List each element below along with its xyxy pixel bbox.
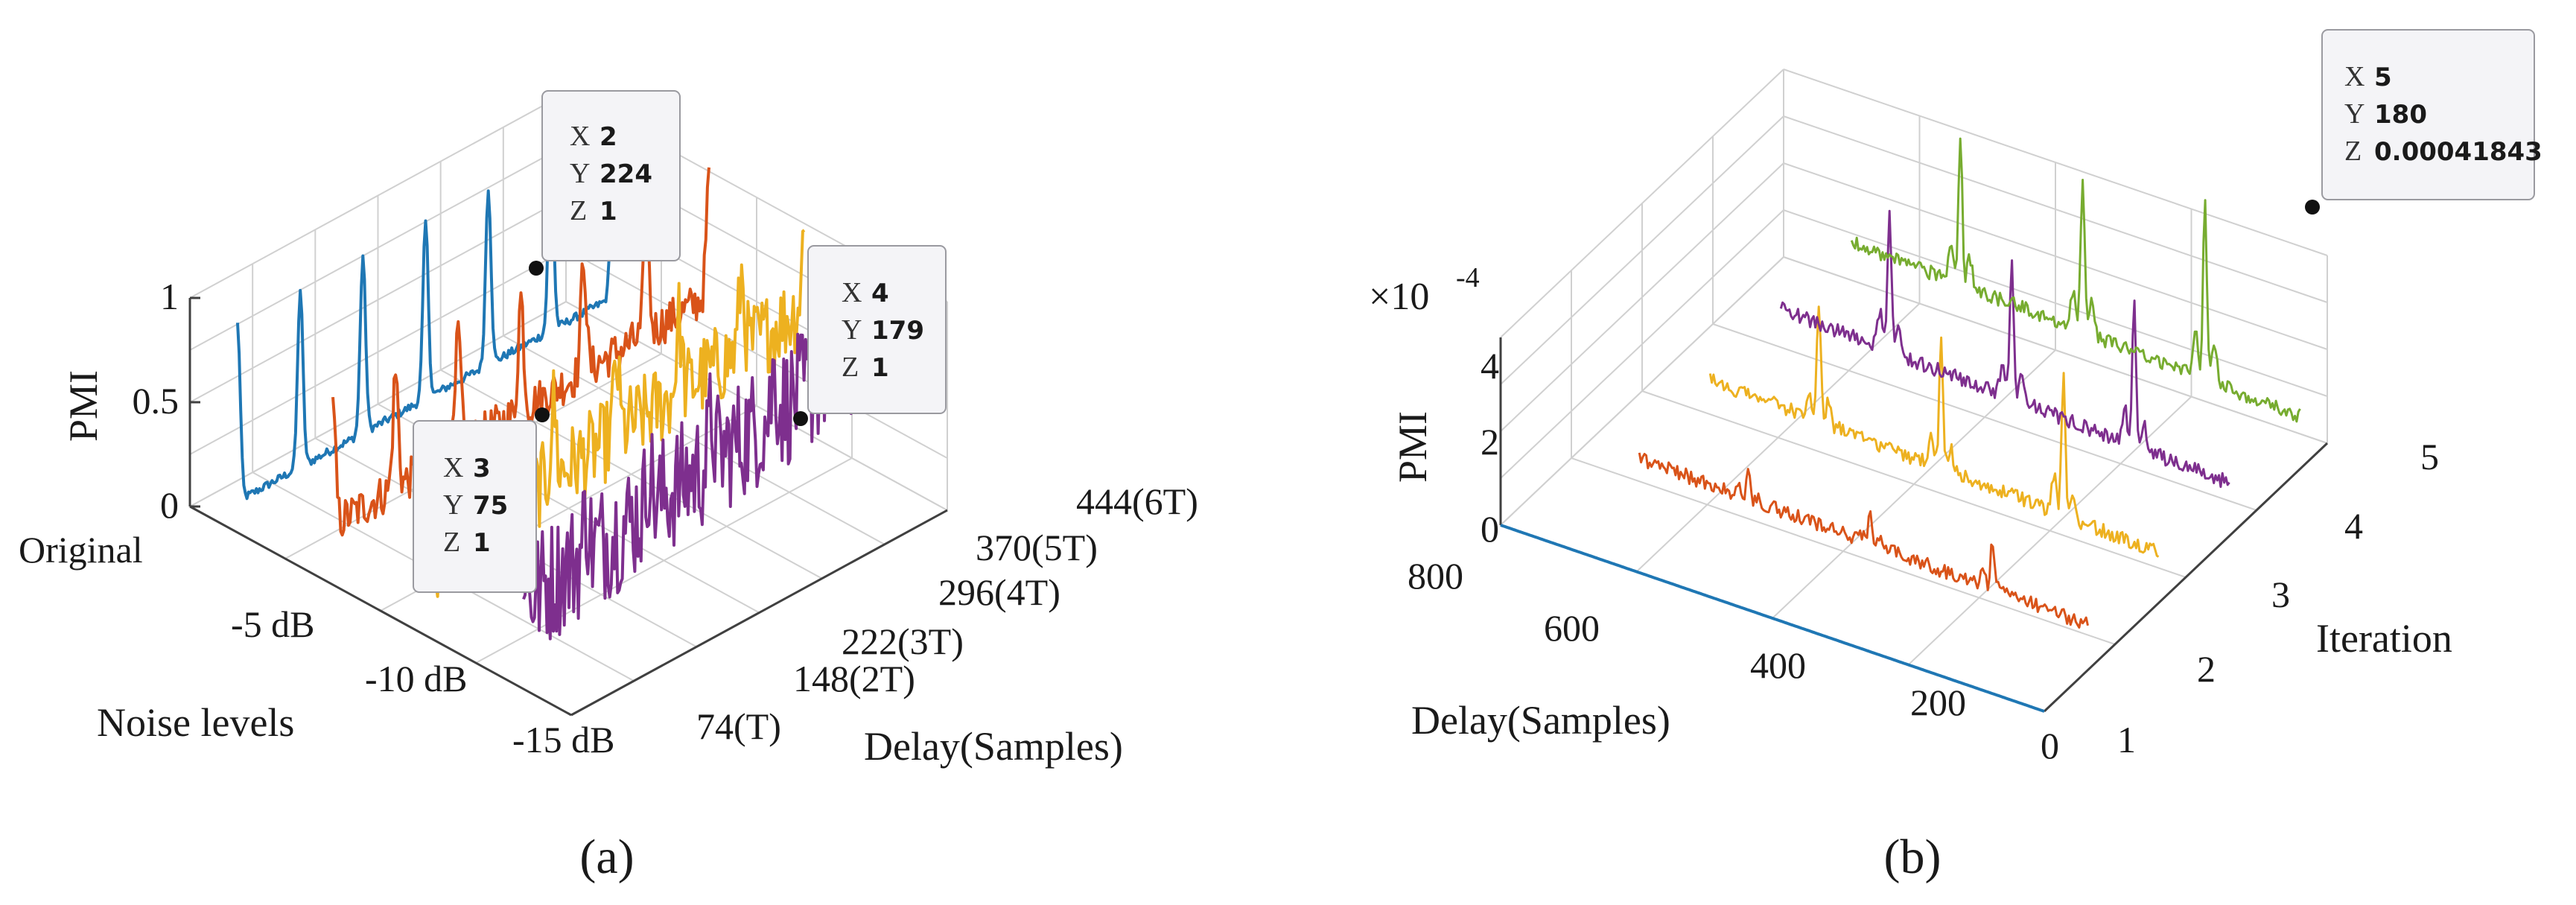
datatip-x-key: X	[842, 277, 862, 308]
a-panel-label: (a)	[579, 830, 634, 884]
b-iteration-tick-label: 5	[2420, 436, 2439, 477]
datatip-marker	[2305, 200, 2320, 215]
datatip-x-value: 3	[473, 454, 491, 483]
b-series-line	[1500, 524, 2045, 713]
panel-a-axis-labels: PMI Noise levels Delay(Samples) (a)	[61, 370, 1123, 884]
b-panel-label: (b)	[1884, 830, 1941, 884]
datatip-y-key: Y	[570, 158, 590, 189]
a-x-axis-label: Noise levels	[97, 700, 294, 745]
datatip-y-value: 75	[473, 491, 508, 521]
b-x-axis-label: Delay(Samples)	[1411, 698, 1670, 743]
a-noise-tick-label: -5 dB	[231, 603, 315, 645]
a-noise-tick-label: -10 dB	[365, 658, 468, 699]
datatip-box	[807, 245, 947, 414]
datatip-box	[541, 90, 681, 261]
a-z-tick-label: 1	[160, 276, 179, 317]
datatip-z-value: 1	[473, 528, 491, 558]
b-series-line	[1638, 452, 2089, 629]
a-delay-tick-label: 370(5T)	[976, 527, 1098, 568]
datatip-marker	[535, 407, 550, 422]
datatip-z-value: 1	[600, 197, 617, 226]
datatip-marker	[529, 261, 544, 276]
a-delay-tick-label: 444(6T)	[1076, 480, 1198, 522]
panel-b-ticks: 0 2 4 0 200 400 600 800 1 2 3 4 5	[1408, 345, 2439, 766]
datatip-z-value: 0.00041843	[2374, 137, 2542, 167]
b-iteration-tick-label: 2	[2197, 648, 2216, 690]
datatip-y-key: Y	[443, 489, 463, 521]
a-z-axis-label: PMI	[61, 370, 106, 442]
b-z-tick-label: 0	[1481, 508, 1499, 550]
b-series-line	[1708, 305, 2160, 558]
b-delay-tick-label: 200	[1910, 682, 1966, 723]
datatip-z-key: Z	[570, 195, 587, 226]
datatip-y-key: Y	[842, 314, 862, 346]
b-z-axis-label: PMI	[1390, 411, 1435, 483]
b-grid-line	[1783, 256, 2328, 444]
b-datatip-1[interactable]: X 5 Y 180 Z 0.00041843	[2305, 29, 2542, 215]
b-iteration-tick-label: 4	[2344, 505, 2363, 547]
datatip-x-value: 5	[2374, 63, 2392, 92]
a-noise-tick-label: -15 dB	[512, 719, 615, 760]
datatip-x-value: 2	[600, 122, 617, 152]
datatip-x-key: X	[443, 452, 463, 483]
a-delay-tick-label: 296(4T)	[938, 571, 1060, 613]
datatip-z-key: Z	[842, 352, 859, 383]
b-y-axis-label: Iteration	[2316, 616, 2452, 661]
datatip-y-value: 180	[2374, 100, 2427, 130]
b-iteration-tick-label: 1	[2117, 719, 2136, 760]
b-z-tick-label: 4	[1481, 345, 1499, 387]
a-delay-tick-label: 74(T)	[696, 705, 781, 747]
a-datatip-1[interactable]: X 2 Y 224 Z 1	[529, 90, 681, 276]
b-z-multiplier-text: ×10	[1369, 276, 1429, 318]
panel-b: 0 2 4 0 200 400 600 800 1 2 3 4 5 PMI ×1…	[1369, 69, 2452, 884]
datatip-box	[2321, 29, 2535, 200]
datatip-y-value: 224	[600, 159, 652, 189]
panel-a-ticks: 0 0.5 1 Original -5 dB -10 dB -15 dB 74(…	[19, 276, 1198, 760]
b-z-exponent-text: -4	[1456, 262, 1480, 293]
datatip-z-value: 1	[871, 353, 889, 383]
a-y-axis-label: Delay(Samples)	[864, 724, 1123, 769]
datatip-marker	[793, 411, 808, 426]
datatip-y-key: Y	[2344, 98, 2364, 130]
panel-b-grid	[1499, 69, 2329, 713]
datatip-x-key: X	[570, 121, 590, 152]
b-grid-line	[1712, 323, 2257, 511]
a-delay-tick-label: 148(2T)	[793, 658, 915, 699]
b-iteration-tick-label: 3	[2271, 574, 2290, 615]
a-x-axis	[189, 505, 572, 717]
panel-b-axis-labels: PMI ×10 -4 Delay(Samples) Iteration (b)	[1369, 262, 2452, 884]
b-y-axis	[2043, 442, 2329, 713]
a-datatip-2[interactable]: X 4 Y 179 Z 1	[793, 245, 947, 426]
b-z-multiplier: ×10 -4	[1369, 262, 1480, 318]
a-datatip-3[interactable]: X 3 Y 75 Z 1	[413, 407, 550, 593]
datatips: X 2 Y 224 Z 1 X 4 Y 179 Z 1 X 3 Y 75	[413, 29, 2542, 593]
b-delay-tick-label: 800	[1408, 555, 1463, 597]
b-grid-line	[1571, 457, 2116, 645]
b-delay-tick-label: 400	[1750, 644, 1806, 686]
panel-b-series	[1500, 137, 2301, 713]
datatip-y-value: 179	[871, 316, 924, 346]
a-z-tick-label: 0.5	[133, 380, 179, 422]
a-delay-tick-label: 222(3T)	[842, 620, 964, 662]
a-grid-line	[189, 301, 567, 507]
b-delay-tick-label: 0	[2041, 725, 2059, 766]
datatip-z-key: Z	[443, 527, 460, 558]
b-grid-line	[1641, 390, 2187, 578]
a-y-axis	[570, 509, 948, 717]
datatip-box	[413, 420, 537, 593]
datatip-x-key: X	[2344, 61, 2364, 92]
a-z-tick-label: 0	[160, 484, 179, 526]
datatip-x-value: 4	[871, 279, 889, 308]
b-series-line	[1779, 209, 2230, 489]
b-delay-tick-label: 600	[1544, 607, 1600, 649]
datatip-z-key: Z	[2344, 136, 2362, 167]
a-noise-tick-label: Original	[19, 529, 143, 571]
b-series-line	[1850, 137, 2301, 423]
b-z-tick-label: 2	[1481, 421, 1499, 463]
